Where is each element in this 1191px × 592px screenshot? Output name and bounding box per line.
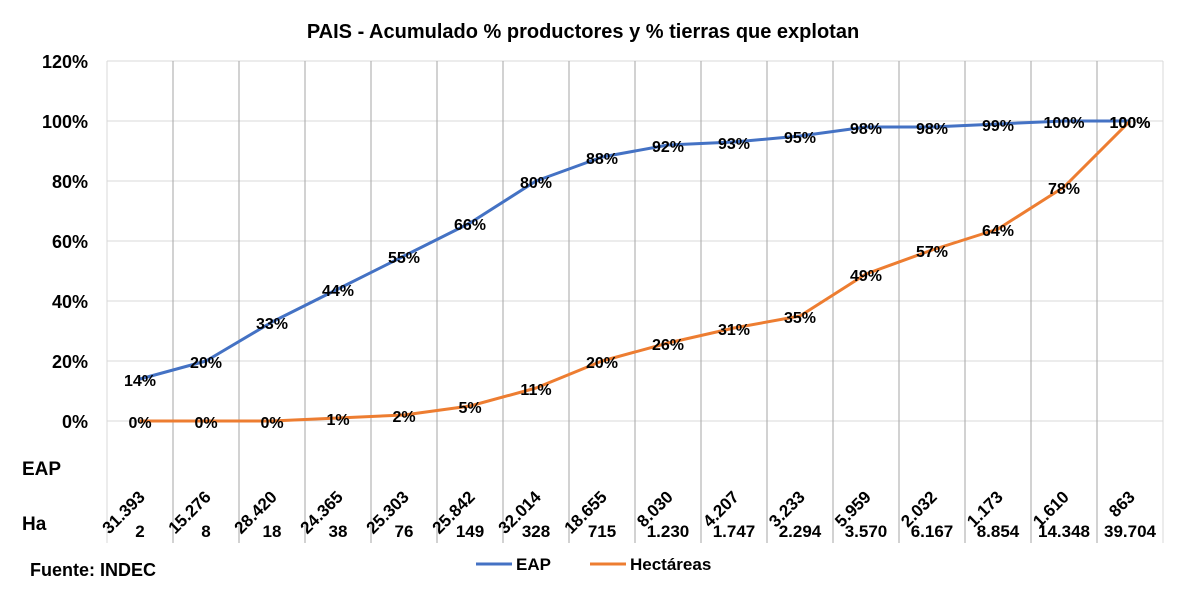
source-note: Fuente: INDEC bbox=[30, 560, 156, 580]
x-tick-label-ha: 6.167 bbox=[911, 522, 954, 541]
y-tick-label: 120% bbox=[42, 52, 88, 72]
data-label: 1% bbox=[326, 412, 349, 429]
series-line-hectareas bbox=[140, 119, 1132, 423]
data-label: 31% bbox=[718, 322, 750, 339]
data-label: 66% bbox=[454, 217, 486, 234]
row-label-ha: Ha bbox=[22, 514, 47, 535]
x-tick-label-ha: 8.854 bbox=[977, 522, 1020, 541]
series-line-eap bbox=[139, 119, 1130, 381]
data-labels: 14% 20% 33% 44% 55% 66% 80% 88% 92% 93% 95% 98% 98% 9… bbox=[124, 115, 1150, 432]
data-label: 11% bbox=[520, 382, 551, 399]
legend-label: EAP bbox=[516, 555, 551, 574]
x-tick-label-ha: 14.348 bbox=[1038, 522, 1090, 541]
data-label: 44% bbox=[322, 283, 354, 300]
data-label: 100% bbox=[1110, 115, 1151, 132]
series-lines bbox=[139, 119, 1132, 423]
y-tick-label: 100% bbox=[42, 112, 88, 132]
y-tick-label: 0% bbox=[62, 412, 88, 432]
data-label: 20% bbox=[586, 355, 618, 372]
legend: EAP Hectáreas bbox=[476, 555, 711, 574]
y-tick-label: 80% bbox=[52, 172, 88, 192]
x-tick-label-eap: 863 bbox=[1105, 487, 1138, 520]
x-tick-label-ha: 8 bbox=[201, 522, 210, 541]
data-label: 78% bbox=[1048, 181, 1080, 198]
x-tick-label-ha: 3.570 bbox=[845, 522, 888, 541]
x-tick-label-ha: 1.230 bbox=[647, 522, 690, 541]
data-label: 99% bbox=[982, 118, 1014, 135]
data-label: 64% bbox=[982, 223, 1014, 240]
data-label: 5% bbox=[458, 400, 481, 417]
legend-label: Hectáreas bbox=[630, 555, 711, 574]
x-tick-label-ha: 39.704 bbox=[1104, 522, 1157, 541]
data-label: 98% bbox=[916, 121, 948, 138]
data-label: 92% bbox=[652, 139, 684, 156]
chart-title: PAIS - Acumulado % productores y % tierr… bbox=[307, 21, 859, 43]
x-tick-label-ha: 149 bbox=[456, 522, 484, 541]
x-tick-label-ha: 38 bbox=[329, 522, 348, 541]
data-label: 0% bbox=[194, 415, 217, 432]
data-label: 100% bbox=[1110, 115, 1151, 132]
data-label: 0% bbox=[260, 415, 283, 432]
data-label: 95% bbox=[784, 130, 816, 147]
data-label: 57% bbox=[916, 244, 948, 261]
data-label: 55% bbox=[388, 250, 420, 267]
x-tick-label-ha: 2 bbox=[135, 522, 144, 541]
y-tick-label: 60% bbox=[52, 232, 88, 252]
data-label: 26% bbox=[652, 337, 684, 354]
grid bbox=[106, 60, 1164, 543]
data-label: 100% bbox=[1044, 115, 1085, 132]
data-label: 88% bbox=[586, 151, 618, 168]
data-label: 98% bbox=[850, 121, 882, 138]
x-tick-label-ha: 715 bbox=[588, 522, 616, 541]
x-tick-label-ha: 2.294 bbox=[779, 522, 822, 541]
data-label: 2% bbox=[392, 409, 415, 426]
y-axis: 0% 20% 40% 60% 80% 100% 120% bbox=[42, 52, 88, 432]
data-label: 33% bbox=[256, 316, 288, 333]
x-axis: 31.393 15.276 28.420 24.365 25.303 25.842 32.0… bbox=[99, 487, 1157, 541]
x-tick-label-ha: 1.747 bbox=[713, 522, 756, 541]
data-label: 35% bbox=[784, 310, 816, 327]
data-label: 0% bbox=[128, 415, 151, 432]
y-tick-label: 40% bbox=[52, 292, 88, 312]
y-tick-label: 20% bbox=[52, 352, 88, 372]
row-label-eap: EAP bbox=[22, 459, 61, 480]
x-tick-label-ha: 328 bbox=[522, 522, 550, 541]
x-tick-label-ha: 76 bbox=[395, 522, 414, 541]
data-label: 93% bbox=[718, 136, 750, 153]
data-label: 20% bbox=[190, 355, 222, 372]
data-label: 49% bbox=[850, 268, 882, 285]
data-label: 80% bbox=[520, 175, 552, 192]
x-tick-label-ha: 18 bbox=[263, 522, 282, 541]
data-label: 14% bbox=[124, 373, 156, 390]
